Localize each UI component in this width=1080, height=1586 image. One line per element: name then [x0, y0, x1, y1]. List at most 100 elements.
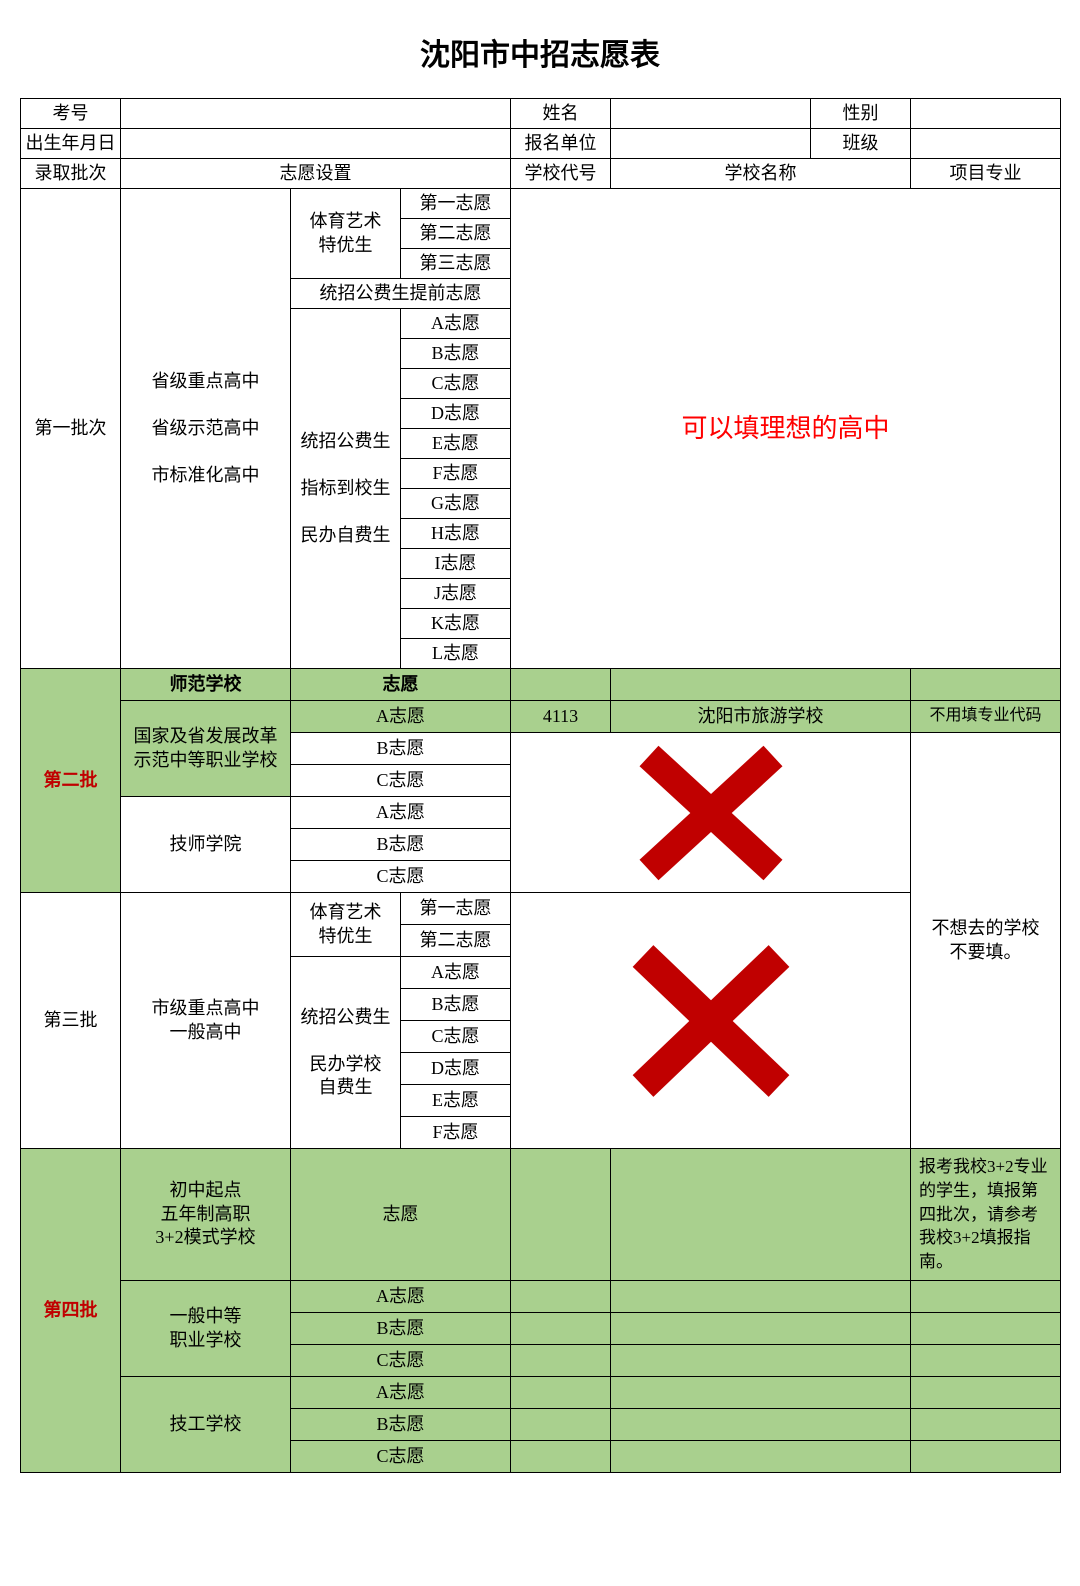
blank: [911, 1345, 1061, 1377]
batch2-normal: 师范学校: [121, 669, 291, 701]
blank: [511, 1281, 611, 1313]
batch4-general: 一般中等 职业学校: [121, 1281, 291, 1377]
batch3-label: 第三批: [21, 893, 121, 1149]
batch3-pref: B志愿: [401, 989, 511, 1021]
batch1-pref: C志愿: [401, 369, 511, 399]
batch1-advance: 统招公费生提前志愿: [291, 279, 511, 309]
blank: [511, 669, 611, 701]
label-name: 姓名: [511, 99, 611, 129]
batch3-pref: A志愿: [401, 957, 511, 989]
blank: [511, 1377, 611, 1409]
batch2-pref-b: B志愿: [291, 733, 511, 765]
batch2-label: 第二批: [21, 669, 121, 893]
batch1-pref: B志愿: [401, 339, 511, 369]
batch1-ty: 体育艺术 特优生: [291, 189, 401, 279]
label-class: 班级: [811, 129, 911, 159]
blank: [611, 1149, 911, 1281]
batch4-fiveyear: 初中起点 五年制高职 3+2模式学校: [121, 1149, 291, 1281]
batch4-g-a: A志愿: [291, 1281, 511, 1313]
batch3-left: 市级重点高中 一般高中: [121, 893, 291, 1149]
batch4-note: 报考我校3+2专业的学生，填报第四批次，请参考我校3+2填报指南。: [911, 1149, 1061, 1281]
batch3-mid: 统招公费生 民办学校 自费生: [291, 957, 401, 1149]
batch3-ty-pref: 第一志愿: [401, 893, 511, 925]
batch1-note: 可以填理想的高中: [511, 189, 1061, 669]
batch2-tech: 技师学院: [121, 797, 291, 893]
blank: [511, 1149, 611, 1281]
batch2-tech-c: C志愿: [291, 861, 511, 893]
blank: [911, 669, 1061, 701]
blank: [511, 1409, 611, 1441]
batch4-pref: 志愿: [291, 1149, 511, 1281]
field-examno[interactable]: [121, 99, 511, 129]
x-mark-icon: [511, 893, 911, 1149]
batch2-a-major: 不用填专业代码: [911, 701, 1061, 733]
batch1-pref: J志愿: [401, 579, 511, 609]
label-examno: 考号: [21, 99, 121, 129]
blank: [511, 1313, 611, 1345]
blank: [911, 1409, 1061, 1441]
batch3-ty-pref: 第二志愿: [401, 925, 511, 957]
batch2-pref: 志愿: [291, 669, 511, 701]
batch3-ty: 体育艺术 特优生: [291, 893, 401, 957]
batch3-pref: E志愿: [401, 1085, 511, 1117]
blank: [911, 1441, 1061, 1473]
batch1-pref: E志愿: [401, 429, 511, 459]
field-name[interactable]: [611, 99, 811, 129]
batch1-pref: L志愿: [401, 639, 511, 669]
batch1-pref: H志愿: [401, 519, 511, 549]
side-note: 不想去的学校 不要填。: [911, 733, 1061, 1149]
batch1-ty-pref: 第三志愿: [401, 249, 511, 279]
page-title: 沈阳市中招志愿表: [20, 30, 1060, 74]
batch2-tech-a: A志愿: [291, 797, 511, 829]
form-table: 考号 姓名 性别 出生年月日 报名单位 班级 录取批次 志愿设置 学校代号 学校…: [20, 98, 1061, 1473]
batch1-pref: D志愿: [401, 399, 511, 429]
label-schoolname: 学校名称: [611, 159, 911, 189]
label-birth: 出生年月日: [21, 129, 121, 159]
batch3-pref: C志愿: [401, 1021, 511, 1053]
blank: [611, 1441, 911, 1473]
blank: [611, 1377, 911, 1409]
blank: [611, 1345, 911, 1377]
blank: [511, 1345, 611, 1377]
batch1-pref: A志愿: [401, 309, 511, 339]
batch4-t-a: A志愿: [291, 1377, 511, 1409]
batch2-reform: 国家及省发展改革 示范中等职业学校: [121, 701, 291, 797]
label-major: 项目专业: [911, 159, 1061, 189]
batch1-pref: K志愿: [401, 609, 511, 639]
blank: [611, 669, 911, 701]
field-class[interactable]: [911, 129, 1061, 159]
field-birth[interactable]: [121, 129, 511, 159]
batch3-pref: D志愿: [401, 1053, 511, 1085]
batch1-label: 第一批次: [21, 189, 121, 669]
field-regunit[interactable]: [611, 129, 811, 159]
batch2-pref-c: C志愿: [291, 765, 511, 797]
label-gender: 性别: [811, 99, 911, 129]
batch2-tech-b: B志愿: [291, 829, 511, 861]
blank: [911, 1377, 1061, 1409]
label-prefsetting: 志愿设置: [121, 159, 511, 189]
field-gender[interactable]: [911, 99, 1061, 129]
label-batch: 录取批次: [21, 159, 121, 189]
batch4-t-b: B志愿: [291, 1409, 511, 1441]
batch4-g-b: B志愿: [291, 1313, 511, 1345]
batch1-ty-pref: 第二志愿: [401, 219, 511, 249]
batch4-g-c: C志愿: [291, 1345, 511, 1377]
batch4-label: 第四批: [21, 1149, 121, 1473]
batch3-pref: F志愿: [401, 1117, 511, 1149]
batch1-pref: I志愿: [401, 549, 511, 579]
blank: [911, 1281, 1061, 1313]
batch1-pref: F志愿: [401, 459, 511, 489]
batch4-techschool: 技工学校: [121, 1377, 291, 1473]
x-mark-icon: [511, 733, 911, 893]
blank: [911, 1313, 1061, 1345]
blank: [611, 1281, 911, 1313]
batch4-t-c: C志愿: [291, 1441, 511, 1473]
blank: [511, 1441, 611, 1473]
batch2-a-school: 沈阳市旅游学校: [611, 701, 911, 733]
batch2-a-code: 4113: [511, 701, 611, 733]
blank: [611, 1313, 911, 1345]
batch1-left: 省级重点高中 省级示范高中 市标准化高中: [121, 189, 291, 669]
blank: [611, 1409, 911, 1441]
batch1-ty-pref: 第一志愿: [401, 189, 511, 219]
batch2-a-label: A志愿: [291, 701, 511, 733]
